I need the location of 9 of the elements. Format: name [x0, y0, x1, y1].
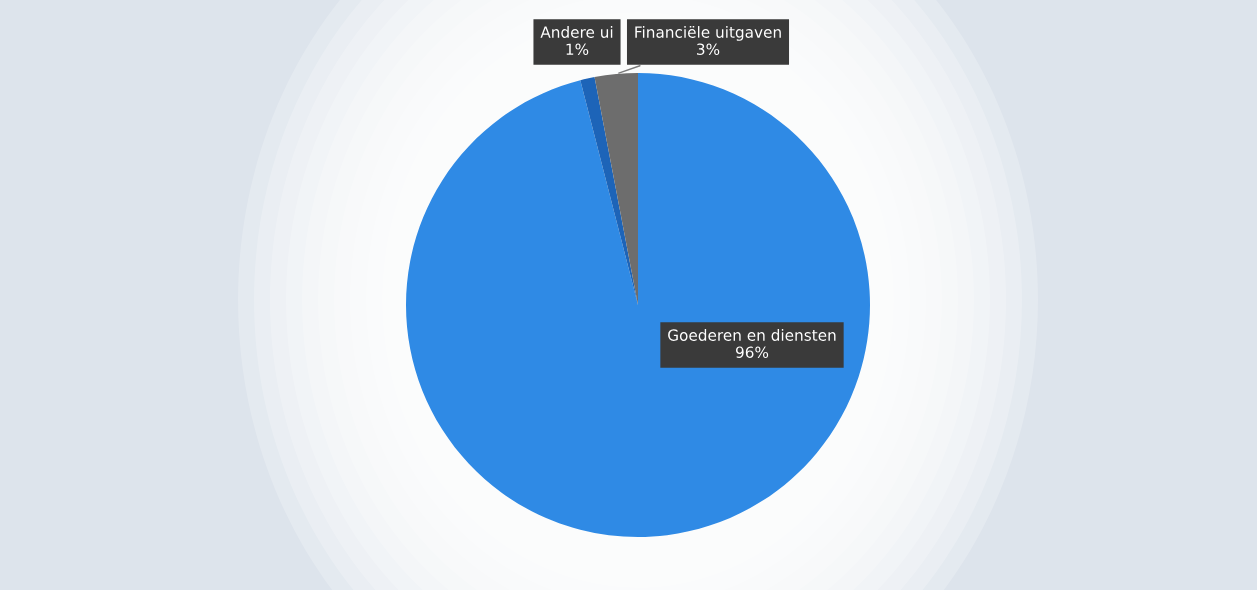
pie-slice — [594, 73, 638, 305]
data-label: 96% — [735, 346, 769, 358]
data-label: 3% — [697, 43, 720, 55]
data-label: 1% — [566, 43, 589, 55]
slice-label: Goederen en diensten — [668, 329, 836, 341]
slice-label: Financiële uitgaven — [635, 26, 781, 41]
pie-slice — [580, 77, 638, 305]
slice-label: Andere ui — [540, 26, 613, 38]
pie-slice — [406, 73, 870, 537]
